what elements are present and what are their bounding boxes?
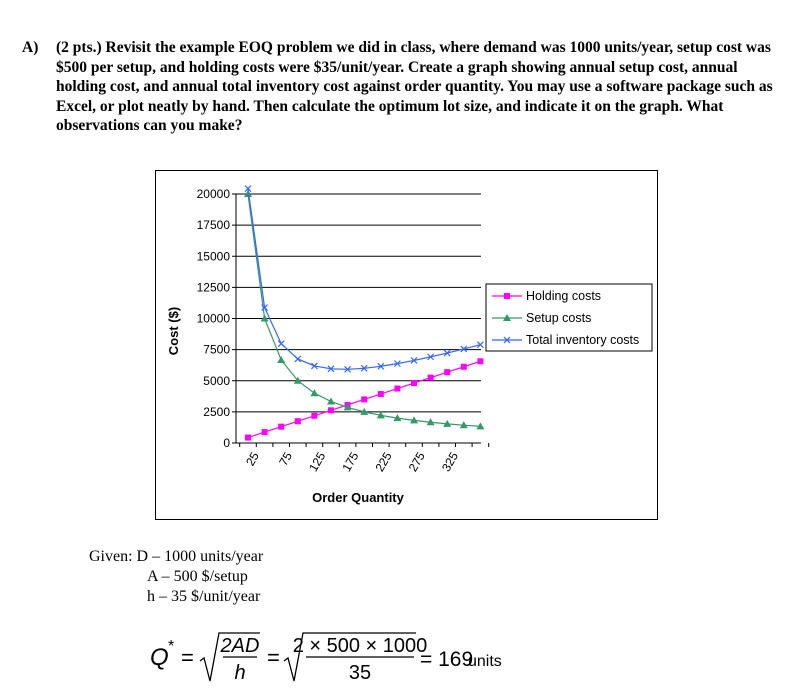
x-tick-label: 275 <box>406 449 428 474</box>
legend: Holding costs Setup costs Total inventory … <box>485 283 653 352</box>
x-axis-label: Order Quantity <box>312 490 405 505</box>
data-point <box>361 396 368 403</box>
data-point <box>411 380 417 387</box>
x-tick-label: 125 <box>306 449 328 474</box>
given-holding-cost: h – 35 $/unit/year <box>147 588 261 605</box>
y-tick-label: 12500 <box>197 280 231 294</box>
data-point <box>343 403 352 411</box>
data-point <box>327 365 335 373</box>
series-line-setup-costs <box>247 193 481 427</box>
formula-star: * <box>168 638 174 655</box>
formula-q: Q <box>150 644 169 671</box>
formula-eq2: = <box>267 645 280 670</box>
formula-svg: Q * = 2AD h = 2 × 500 × 1000 35 = 169 un… <box>150 632 502 684</box>
data-point <box>410 357 418 364</box>
data-point <box>245 434 251 441</box>
legend-marker <box>503 314 511 321</box>
formula-den2: 35 <box>349 662 371 684</box>
x-tick-label: 225 <box>373 449 395 474</box>
data-point <box>310 362 318 370</box>
given-setup-cost: A – 500 $/setup <box>147 568 248 585</box>
data-point <box>476 422 485 430</box>
data-point <box>460 363 467 370</box>
formula-result: = 169 <box>420 648 473 671</box>
data-point <box>293 376 302 384</box>
legend-marker <box>504 293 510 299</box>
data-point <box>476 341 484 349</box>
y-axis-label: Cost ($) <box>166 307 181 355</box>
data-point <box>477 358 484 365</box>
given-demand: Given: D – 1000 units/year <box>89 548 264 565</box>
y-tick-label: 5000 <box>203 374 230 388</box>
data-point <box>278 423 285 430</box>
data-point <box>444 369 451 376</box>
data-point <box>376 411 385 419</box>
eoq-chart: 0 2500 5000 7500 10000 12500 15000 17500 20000 2… <box>166 185 653 505</box>
question-label: A) <box>22 39 39 56</box>
data-point <box>261 304 269 312</box>
data-point <box>327 397 335 405</box>
x-tick-label: 75 <box>276 449 295 468</box>
legend-label: Setup costs <box>526 311 591 325</box>
data-point <box>443 349 451 357</box>
data-point <box>427 374 434 381</box>
data-point <box>244 190 252 197</box>
y-tick-label: 7500 <box>203 343 230 357</box>
y-tick-label: 10000 <box>197 312 231 326</box>
data-point <box>277 340 285 348</box>
question-text: (2 pts.) Revisit the example EOQ problem… <box>56 39 773 134</box>
formula-unit: units <box>468 653 502 670</box>
legend-label: Total inventory costs <box>526 333 639 347</box>
data-point <box>344 365 352 373</box>
data-point <box>426 418 435 426</box>
data-point <box>310 389 319 397</box>
gridlines <box>236 193 481 413</box>
formula-num2: 2 × 500 × 1000 <box>293 635 428 657</box>
legend-marker <box>503 336 511 344</box>
data-point <box>244 185 252 192</box>
data-point <box>427 353 435 361</box>
x-tick-label: 25 <box>243 449 262 468</box>
data-point <box>294 355 302 363</box>
data-point <box>393 414 402 422</box>
data-point <box>377 362 385 370</box>
sqrt-sign-2 <box>283 632 416 682</box>
data-point <box>360 407 369 415</box>
series-lines <box>244 185 485 441</box>
x-tick-label: 325 <box>439 449 461 474</box>
data-point <box>277 355 286 363</box>
y-axis-ticks: 0 2500 5000 7500 10000 12500 15000 17500 20000 <box>197 187 237 450</box>
data-point <box>328 407 334 414</box>
formula-num1: 2AD <box>220 635 260 657</box>
data-point <box>377 390 384 397</box>
x-axis-ticks: 25 75 125 175 225 275 325 <box>236 442 490 474</box>
given-block: Given: D – 1000 units/year A – 500 $/set… <box>89 547 263 607</box>
data-point <box>260 314 269 322</box>
data-point <box>394 385 401 392</box>
data-point <box>311 412 318 419</box>
sqrt-sign-1 <box>199 632 260 682</box>
data-point <box>261 429 268 436</box>
y-tick-label: 0 <box>223 436 230 450</box>
formula-eq1: = <box>181 645 194 670</box>
data-point <box>360 364 368 372</box>
y-tick-label: 20000 <box>197 187 231 201</box>
data-point <box>393 360 401 368</box>
data-point <box>460 345 468 353</box>
formula-den1: h <box>234 662 245 684</box>
legend-label: Holding costs <box>526 289 601 303</box>
data-point <box>443 419 452 427</box>
chart-frame: 0 2500 5000 7500 10000 12500 15000 17500 20000 2… <box>155 170 658 520</box>
data-point <box>459 421 468 429</box>
y-tick-label: 15000 <box>197 249 231 263</box>
y-tick-label: 2500 <box>203 405 230 419</box>
data-point <box>410 416 418 424</box>
data-point <box>294 418 301 425</box>
eoq-formula: Q * = 2AD h = 2 × 500 × 1000 35 = 169 un… <box>150 625 770 690</box>
y-tick-label: 17500 <box>197 218 231 232</box>
x-tick-label: 175 <box>339 449 361 474</box>
